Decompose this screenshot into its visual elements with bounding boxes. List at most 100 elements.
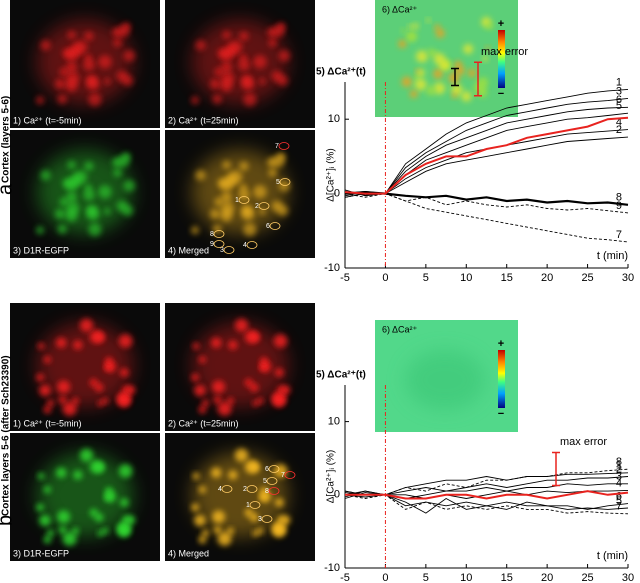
cell [104,208,111,215]
cell [118,334,133,348]
roi-outline [284,471,296,479]
cell [214,67,224,77]
cell [244,460,259,474]
cell [253,55,267,69]
cell [274,498,284,507]
cell [79,318,94,332]
cell [117,25,130,38]
x-tick-label: 5 [423,572,429,583]
tile-label: 1) Ca²⁺ (t=-5min) [13,115,82,125]
cell [57,224,67,234]
y-tick-label: -10 [324,562,340,574]
tile-label: 4) Merged [168,548,209,558]
cell [73,40,88,54]
inset-spot [401,76,413,88]
series-line [344,476,629,499]
series-line [344,490,629,510]
cell [273,464,288,478]
panel-letter: a [0,183,16,195]
inset-spot [473,81,486,94]
roi-label: 4 [243,242,247,249]
cell [220,71,235,86]
series-line [344,112,629,195]
cell [72,397,79,405]
cell [43,485,51,494]
y-tick-label: -10 [324,262,340,274]
cell [243,92,257,107]
x-tick-label: 10 [460,572,472,583]
colorbar-label: + [498,18,504,30]
cell [241,207,255,221]
cell [89,460,104,474]
roi-outline [249,501,261,509]
micrograph: 1) Ca²⁺ (t=-5min) [10,303,160,431]
cell [113,38,123,48]
roi-outline [279,178,291,186]
cell [201,529,210,537]
cell [36,503,45,512]
colorbar [498,350,505,408]
cell [239,31,249,41]
roi-label: 8 [210,231,214,238]
roi-label: 3 [258,516,262,523]
cell [105,487,113,495]
cell [65,201,80,216]
colorbar-label: − [498,408,504,420]
colorbar-label: − [498,88,504,100]
cell [209,208,221,220]
cell [228,340,238,350]
cell [116,70,128,82]
cell [43,355,51,364]
cell [97,400,104,407]
cell [212,224,222,234]
series-line [344,193,629,214]
x-tick-label: -5 [340,572,350,583]
tile-label: 3) D1R-EGFP [13,548,69,558]
cell [217,401,232,416]
inset-spot [485,46,491,51]
cell [83,59,95,71]
cell [113,168,123,178]
series-label: 8 [616,192,622,204]
cell [280,515,291,525]
cell [58,526,67,534]
micrograph: 3) D1R-EGFP [10,130,160,258]
roi-outline [246,485,258,493]
cell [65,179,78,192]
roi-outline [213,240,225,248]
cell [104,494,111,501]
cell [210,467,222,479]
inset-spot [426,18,431,23]
x-tick-label: 25 [581,572,593,583]
cell [278,49,291,62]
inset-spot [467,68,477,78]
cell [227,397,234,405]
cell [274,368,284,377]
series-label: 7 [616,501,622,513]
cell [35,96,45,105]
cell [209,78,221,90]
inset-spot [482,55,488,62]
cell [57,380,71,394]
cell [220,201,235,216]
roi-label: 8 [265,488,269,495]
cell [57,510,71,524]
cell [220,179,233,192]
inset-spot [434,24,441,31]
cell [67,30,76,40]
cell [59,197,69,207]
series-line [344,116,629,195]
cell [222,160,231,170]
cell [259,78,266,85]
cell [54,208,66,220]
inset-spot [407,24,412,29]
tile-label: 4) Merged [168,245,209,255]
y-tick-label: 10 [328,113,340,125]
inset-spot [427,48,436,57]
micrograph: 1) Ca²⁺ (t=-5min) [10,0,160,128]
cell [259,494,266,501]
cell [116,200,128,212]
x-axis-label: t (min) [597,550,628,562]
series-line [344,472,629,496]
cell [228,470,238,480]
